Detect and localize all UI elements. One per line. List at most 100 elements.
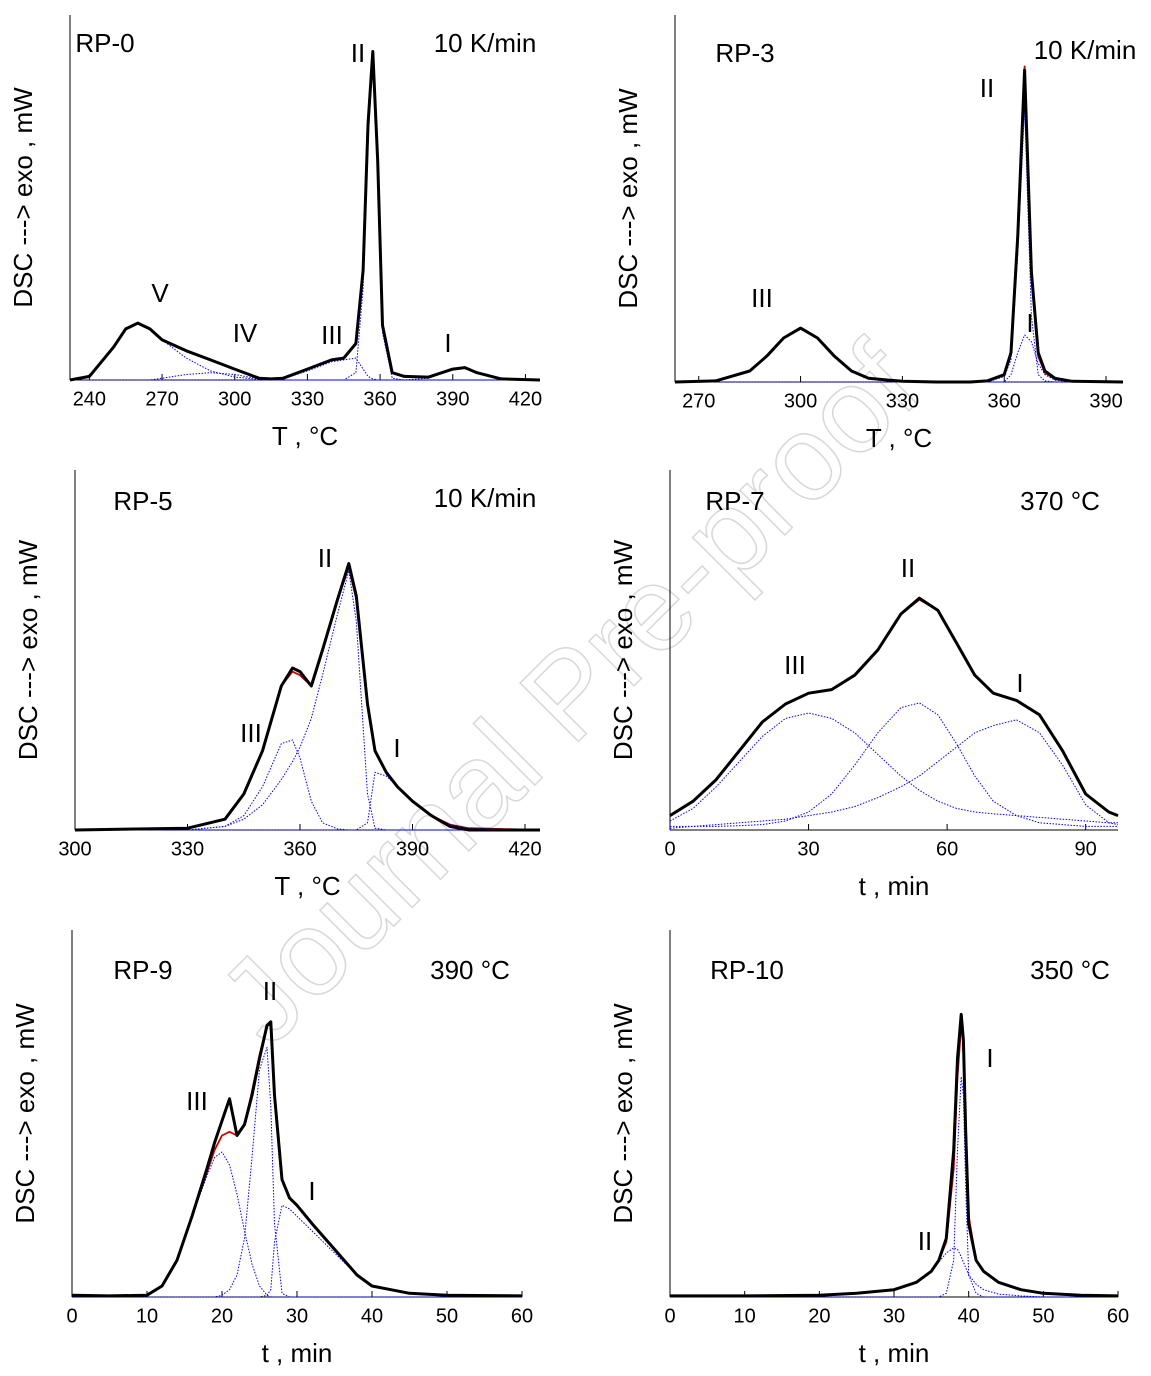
condition-label: 390 °C <box>430 955 510 985</box>
x-tick-label: 270 <box>682 390 715 412</box>
peak-label: I <box>1026 308 1033 338</box>
peak-label: I <box>986 1043 993 1073</box>
x-axis-label: T , °C <box>274 871 340 901</box>
series-line <box>669 719 1119 829</box>
x-axis-label: t , min <box>859 871 930 901</box>
x-tick-label: 90 <box>1075 838 1097 860</box>
series-line <box>72 1151 522 1298</box>
x-tick-label: 300 <box>58 838 91 860</box>
peak-label: I <box>1016 668 1023 698</box>
series-line <box>74 562 540 832</box>
x-tick-label: 60 <box>1107 1305 1129 1327</box>
peak-label: III <box>321 320 343 350</box>
condition-label: 370 °C <box>1020 486 1100 516</box>
x-tick-label: 60 <box>936 838 958 860</box>
panel-label: RP-9 <box>113 955 172 985</box>
series-line <box>75 570 540 831</box>
y-axis-label: DSC ---> exo , mW <box>8 87 38 308</box>
x-tick-label: 20 <box>211 1305 233 1327</box>
peak-label: II <box>351 38 365 68</box>
x-tick-label: 20 <box>808 1305 830 1327</box>
x-tick-label: 0 <box>664 838 675 860</box>
peak-label: II <box>318 543 332 573</box>
series-line <box>70 372 540 381</box>
x-tick-label: 10 <box>734 1305 756 1327</box>
x-tick-label: 50 <box>436 1305 458 1327</box>
y-axis-label: DSC ---> exo , mW <box>608 1003 638 1224</box>
condition-label: 10 K/min <box>1034 35 1137 65</box>
x-tick-label: 30 <box>286 1305 308 1327</box>
peak-label: I <box>393 733 400 763</box>
panel-label: RP-3 <box>715 38 774 68</box>
x-tick-label: 420 <box>509 388 542 410</box>
peak-label: III <box>186 1086 208 1116</box>
series-line <box>669 598 1119 817</box>
y-axis-label: DSC ---> exo , mW <box>10 1003 40 1224</box>
series-line <box>669 712 1118 824</box>
y-axis-label: DSC ---> exo , mW <box>13 539 43 760</box>
x-tick-label: 360 <box>988 390 1021 412</box>
x-tick-label: 330 <box>171 838 204 860</box>
series-line <box>675 106 1123 383</box>
x-axis-label: t , min <box>262 1338 333 1368</box>
series-line <box>71 1024 523 1297</box>
series-line <box>71 1020 523 1298</box>
series-line <box>69 50 541 382</box>
panel-label: RP-0 <box>75 28 134 58</box>
x-tick-label: 0 <box>66 1305 77 1327</box>
peak-label: II <box>980 73 994 103</box>
x-tick-label: 40 <box>958 1305 980 1327</box>
series-line <box>674 65 1124 383</box>
series-line <box>670 1024 1119 1297</box>
series-line <box>75 739 540 831</box>
x-tick-label: 50 <box>1032 1305 1054 1327</box>
peak-label: III <box>751 283 773 313</box>
x-tick-label: 40 <box>361 1305 383 1327</box>
x-tick-label: 30 <box>797 838 819 860</box>
x-tick-label: 360 <box>363 388 396 410</box>
x-tick-label: 390 <box>396 838 429 860</box>
panel-label: RP-5 <box>113 486 172 516</box>
series-line <box>72 1204 523 1298</box>
x-tick-label: 390 <box>1089 390 1122 412</box>
x-tick-label: 300 <box>218 388 251 410</box>
series-line <box>72 1046 522 1298</box>
series-line <box>674 68 1124 384</box>
x-tick-label: 420 <box>508 838 541 860</box>
condition-label: 350 °C <box>1030 955 1110 985</box>
peak-label: V <box>151 278 169 308</box>
y-axis-label: DSC ---> exo , mW <box>613 88 643 309</box>
x-tick-label: 360 <box>283 838 316 860</box>
peak-label: II <box>901 553 915 583</box>
series-line <box>669 596 1119 817</box>
x-axis-label: t , min <box>859 1338 930 1368</box>
x-tick-label: 330 <box>886 390 919 412</box>
series-line <box>70 58 540 381</box>
x-tick-label: 0 <box>664 1305 675 1327</box>
x-tick-label: 30 <box>883 1305 905 1327</box>
peak-label: II <box>918 1226 932 1256</box>
x-tick-label: 270 <box>145 388 178 410</box>
x-tick-label: 240 <box>73 388 106 410</box>
peak-label: IV <box>233 318 258 348</box>
x-tick-label: 10 <box>136 1305 158 1327</box>
x-tick-label: 300 <box>784 390 817 412</box>
series-line <box>670 702 1118 827</box>
series-line <box>70 367 541 381</box>
x-axis-label: T , °C <box>866 423 932 453</box>
peak-label: II <box>263 976 277 1006</box>
series-line <box>670 1076 1118 1298</box>
x-tick-label: 330 <box>291 388 324 410</box>
condition-label: 10 K/min <box>434 28 537 58</box>
condition-label: 10 K/min <box>434 483 537 513</box>
peak-label: III <box>240 718 262 748</box>
peak-label: I <box>444 328 451 358</box>
y-axis-label: DSC ---> exo , mW <box>608 539 638 760</box>
peak-label: I <box>308 1176 315 1206</box>
series-line <box>670 1012 1119 1298</box>
peak-label: III <box>784 650 806 680</box>
panel-label: RP-10 <box>710 955 784 985</box>
series-line <box>675 334 1123 383</box>
panel-label: RP-7 <box>705 486 764 516</box>
